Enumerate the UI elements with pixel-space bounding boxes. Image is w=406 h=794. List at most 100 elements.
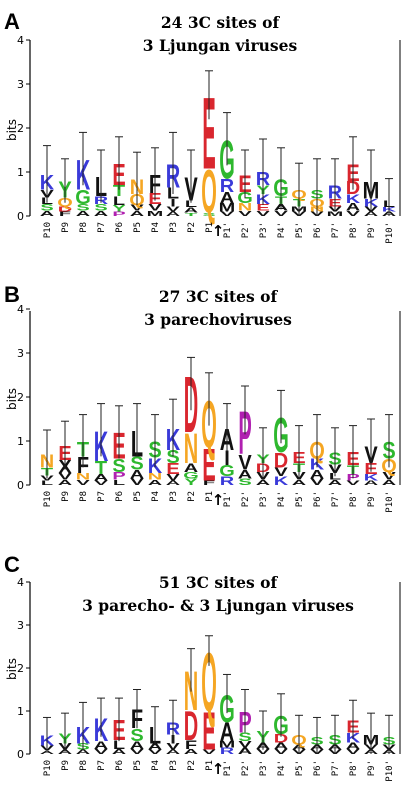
x-tick-label: P5' — [295, 222, 305, 238]
logo-letter: A — [94, 739, 109, 751]
x-tick-label: P10 — [43, 222, 53, 238]
logo-letter: M — [219, 740, 236, 750]
logo-letter: A — [166, 749, 181, 755]
logo-letter: A — [130, 210, 145, 218]
logo-letter: S — [94, 203, 107, 213]
logo-letter: A — [238, 467, 252, 481]
x-tick-label: P9' — [367, 760, 377, 776]
x-tick-label: P3' — [259, 222, 269, 238]
x-tick-label: P7' — [331, 222, 341, 238]
logo-letter: A — [148, 742, 162, 752]
x-tick-label: P4 — [151, 222, 161, 233]
logo-letter: V — [76, 479, 89, 487]
logo-letter: L — [113, 479, 125, 487]
logo-letter: V — [274, 748, 287, 756]
logo-letter: V — [382, 470, 396, 482]
logo-letter: A — [238, 746, 252, 756]
x-tick-label: P9 — [61, 491, 71, 502]
logo-letter: A — [292, 479, 307, 487]
x-tick-label: P2 — [187, 760, 197, 771]
logo-letter: V — [346, 210, 359, 218]
chart-title-line1: 24 3C sites of — [161, 13, 281, 32]
y-tick-label: 0 — [17, 479, 24, 492]
x-tick-label: P4 — [151, 760, 161, 771]
x-tick-label: P9 — [61, 222, 71, 233]
x-tick-label: P3 — [169, 760, 179, 771]
y-tick-label: 3 — [17, 619, 24, 632]
logo-letter: V — [310, 477, 324, 487]
logo-letter: R — [220, 474, 234, 488]
logo-letter: N — [184, 426, 198, 473]
x-tick-label: P6' — [313, 760, 323, 776]
logo-letter: V — [130, 477, 144, 487]
x-tick-label: P4 — [151, 491, 161, 502]
y-axis-label: bits — [5, 658, 19, 680]
logo-letter: P — [112, 470, 126, 482]
x-tick-label: P5 — [133, 491, 143, 502]
x-tick-label: P4' — [277, 491, 287, 507]
x-tick-label: P8' — [349, 760, 359, 776]
logo-letter: L — [185, 200, 198, 210]
logo-letter: A — [40, 750, 55, 755]
logo-letter: A — [184, 748, 199, 756]
logo-letter: V — [256, 748, 269, 756]
logo-letter: A — [40, 210, 55, 218]
logo-letter: Q — [201, 635, 217, 729]
logo-letter: V — [94, 480, 108, 487]
y-tick-label: 3 — [17, 347, 24, 360]
logo-letter: A — [130, 739, 145, 751]
logo-letter: V — [166, 473, 180, 483]
logo-letter: N — [76, 472, 90, 482]
x-tick-label: P7 — [97, 760, 107, 771]
logo-letter: A — [346, 741, 360, 751]
logo-letter: G — [183, 471, 199, 481]
logo-letter: V — [148, 203, 162, 213]
logo-letter: E — [202, 75, 215, 190]
logo-letter: S — [238, 731, 251, 744]
y-axis-label: bits — [5, 119, 19, 141]
logo-letter: V — [256, 210, 269, 218]
x-tick-label: P8 — [79, 760, 89, 771]
logo-letter: A — [220, 718, 234, 747]
logo-letter: G — [219, 462, 235, 479]
logo-letter: V — [94, 748, 107, 756]
logo-letter: S — [130, 454, 144, 474]
x-tick-label: P8 — [79, 222, 89, 233]
logo-letter: V — [166, 205, 179, 213]
x-tick-label: P10 — [43, 491, 53, 507]
logo-letter: A — [184, 461, 198, 475]
logo-letter: A — [76, 749, 91, 755]
logo-letter: I — [224, 447, 230, 471]
logo-letter: A — [220, 189, 235, 206]
x-tick-label: P9 — [61, 760, 71, 771]
x-tick-label: P10' — [385, 760, 395, 782]
logo-letter: Y — [184, 477, 198, 487]
x-tick-label: P1 — [205, 760, 215, 771]
logo-letter: V — [238, 210, 251, 218]
logo-letter: D — [274, 732, 289, 745]
x-tick-label: P6 — [115, 222, 125, 233]
logo-letter: L — [113, 194, 125, 208]
logo-letter: V — [274, 210, 287, 218]
y-tick-label: 4 — [17, 303, 24, 316]
logo-letter: S — [238, 477, 251, 487]
panel-letter: B — [4, 282, 20, 307]
logo-letter: A — [58, 479, 73, 487]
x-tick-label: P5' — [295, 760, 305, 776]
logo-letter: T — [113, 182, 125, 199]
logo-letter: V — [220, 211, 234, 218]
logo-letter: K — [346, 192, 360, 206]
logo-letter: V — [40, 474, 53, 482]
logo-letter: L — [41, 480, 53, 487]
x-tick-label: P6' — [313, 222, 323, 238]
y-tick-label: 0 — [17, 748, 24, 761]
x-tick-label: P10' — [385, 491, 395, 513]
x-tick-label: P6 — [115, 491, 125, 502]
y-tick-label: 4 — [17, 34, 24, 47]
panel-a: A 24 3C sites of 3 Ljungan viruses bits … — [4, 9, 401, 244]
logo-letter: E — [166, 460, 179, 477]
logo-letter: T — [95, 459, 108, 479]
logo-letter: V — [130, 204, 144, 213]
logo-letter: A — [346, 201, 361, 213]
logo-letter: R — [220, 746, 234, 756]
